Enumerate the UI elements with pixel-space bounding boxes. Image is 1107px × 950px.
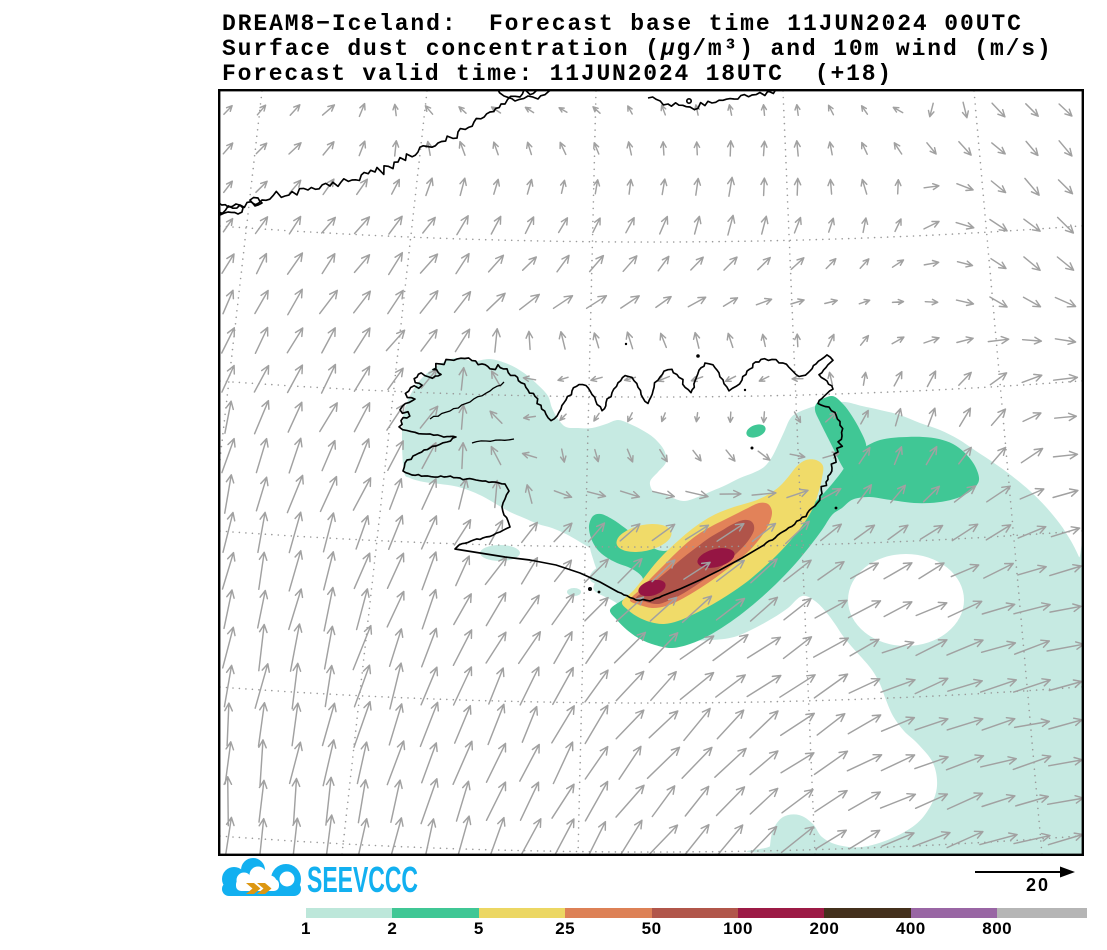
svg-text:SEEVCCC: SEEVCCC [307,859,418,900]
svg-text:20: 20 [1026,875,1050,895]
